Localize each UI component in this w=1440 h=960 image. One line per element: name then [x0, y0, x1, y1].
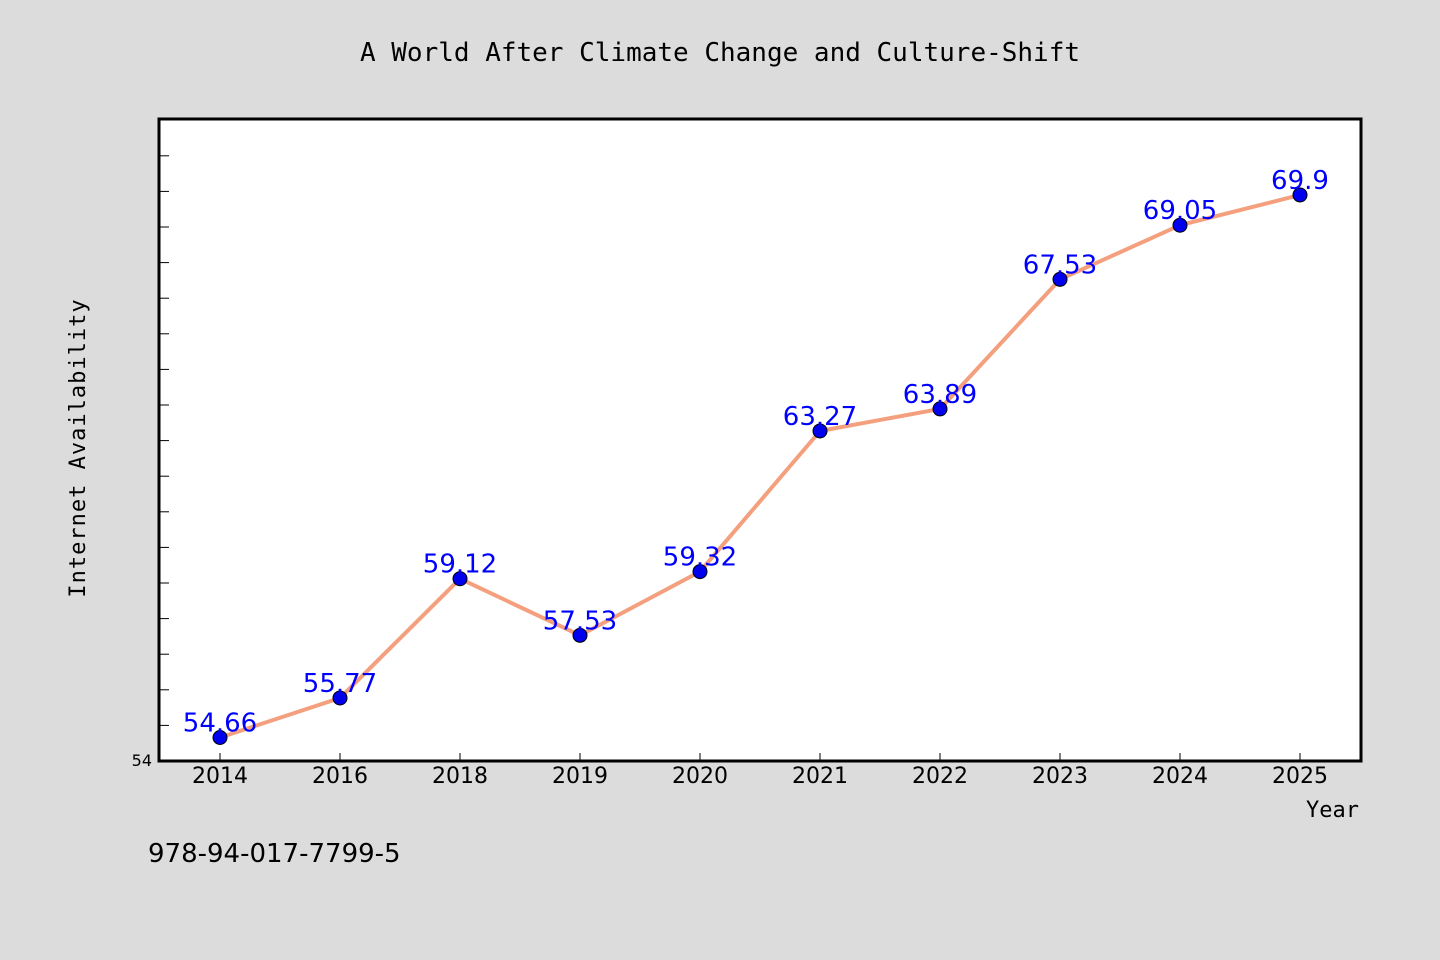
plot-area [157, 117, 1363, 763]
y-axis-ticks [159, 155, 169, 726]
data-point [692, 564, 708, 580]
x-tick-label: 2025 [1272, 764, 1328, 789]
data-point [1172, 217, 1188, 233]
x-tick-label: 2019 [552, 764, 608, 789]
data-label: 69.9 [1271, 166, 1329, 196]
data-label: 57.53 [543, 606, 617, 636]
data-point [452, 571, 468, 587]
data-point [212, 730, 228, 746]
x-tick-label: 2023 [1032, 764, 1088, 789]
data-label: 63.89 [903, 380, 977, 410]
x-axis-ticks: 2014 2016 2018 2019 2020 2021 2022 2023 2024 2025 [192, 753, 1328, 789]
data-label: 59.32 [663, 543, 737, 573]
data-label: 69.05 [1143, 196, 1217, 226]
data-point [332, 690, 348, 706]
x-axis-label: Year [1306, 798, 1359, 823]
data-label: 67.53 [1023, 250, 1097, 280]
data-point [572, 627, 588, 643]
data-point [932, 401, 948, 417]
data-label: 59.12 [423, 550, 497, 580]
x-tick-label: 2018 [432, 764, 488, 789]
footer-isbn: 978-94-017-7799-5 [148, 839, 401, 869]
x-tick-label: 2022 [912, 764, 968, 789]
x-tick-label: 2021 [792, 764, 848, 789]
x-tick-label: 2024 [1152, 764, 1208, 789]
data-point [1292, 187, 1308, 203]
y-axis-label: Internet Availability [66, 298, 91, 597]
x-tick-label: 2016 [312, 764, 368, 789]
data-point [1052, 271, 1068, 287]
chart-title: A World After Climate Change and Culture… [360, 38, 1080, 68]
y-tick-label: 54 [132, 751, 152, 770]
data-label: 54.66 [183, 709, 257, 739]
series-markers [212, 187, 1308, 746]
data-label: 63.27 [783, 402, 857, 432]
data-label: 55.77 [303, 669, 377, 699]
x-tick-label: 2020 [672, 764, 728, 789]
data-point [812, 423, 828, 439]
x-tick-label: 2014 [192, 764, 248, 789]
data-labels: 54.66 55.77 59.12 57.53 59.32 63.27 63.89 67.53… [183, 166, 1329, 739]
series-line [219, 193, 1301, 740]
